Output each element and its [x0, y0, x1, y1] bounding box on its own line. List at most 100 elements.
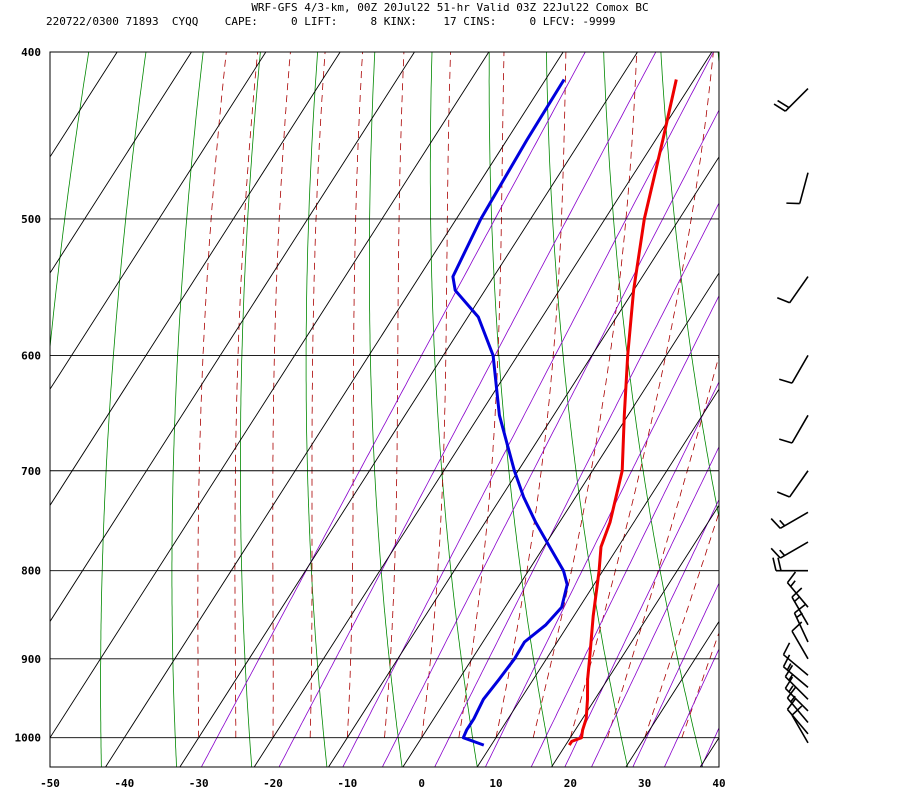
temperature-tick-labels: -50 -40 -30 -20 -10 0 10 20 30 40 [40, 777, 726, 790]
wind-barb-staff [791, 414, 809, 444]
temperature-tick-label: 20 [564, 777, 577, 790]
moist-adiabat-line [681, 631, 719, 738]
temperature-tick-label: -30 [189, 777, 209, 790]
wind-barb-feather [782, 642, 791, 656]
pressure-tick-label: 700 [21, 465, 41, 478]
wind-barb-staff [779, 541, 809, 559]
wind-barb-half-feather [779, 549, 786, 557]
temperature-profile-line [568, 79, 678, 746]
wind-barb-half-feather [788, 685, 794, 693]
wind-barb-feather [791, 705, 803, 716]
wind-barb-staff [786, 697, 809, 724]
wind-barb-staff [786, 582, 809, 608]
wind-barb-staff [782, 654, 809, 676]
isotherm-line [179, 52, 638, 767]
isotherm-line [50, 52, 341, 507]
wind-barb-half-feather [790, 580, 796, 587]
pressure-tick-label: 1000 [15, 732, 42, 745]
wind-barb-staff [793, 612, 809, 643]
wind-barb-staff [784, 87, 809, 112]
wind-barb-feather [770, 518, 781, 529]
dry-adiabat-line [368, 52, 403, 767]
wind-barb-feather [791, 587, 803, 598]
temperature-tick-label: -40 [114, 777, 134, 790]
dry-adiabat-line [429, 52, 478, 767]
mixing-ratio-line [632, 582, 719, 767]
dry-adiabat-line [171, 52, 204, 767]
wind-barb-staff [788, 470, 809, 498]
isotherm-line [551, 504, 719, 767]
moist-adiabat-line [272, 52, 291, 738]
dry-adiabat-line [100, 52, 147, 767]
moist-adiabat-line [644, 511, 719, 738]
pressure-tick-label: 900 [21, 653, 41, 666]
isotherm-line [476, 388, 719, 767]
wind-barb-column [770, 87, 809, 744]
wind-barb-feather [776, 491, 790, 498]
pressure-tick-labels: 400 500 600 700 800 900 1000 [15, 46, 42, 745]
dry-adiabat-line [717, 52, 719, 69]
moist-adiabat-line [756, 52, 900, 738]
mixing-ratio-line [434, 202, 719, 767]
isotherm-line [50, 52, 267, 391]
wind-barb-staff [791, 714, 809, 744]
isotherm-line [105, 52, 564, 767]
chart-grid [50, 52, 719, 767]
dry-adiabat-line [832, 45, 900, 768]
dry-adiabat-line [488, 52, 553, 767]
dry-adiabat-line [660, 52, 719, 520]
temperature-tick-label: -20 [263, 777, 283, 790]
moist-adiabat-line [309, 52, 326, 738]
wind-barb-staff [791, 630, 809, 660]
wind-barb-feather [782, 654, 791, 668]
dry-adiabat-line [239, 52, 261, 767]
dry-adiabat-line [545, 52, 628, 767]
pressure-tick-label: 600 [21, 349, 41, 362]
wind-barb-feather [773, 103, 786, 112]
pressure-tick-label: 800 [21, 565, 41, 578]
wind-barb-feather [777, 99, 790, 109]
wind-barb-half-feather [786, 663, 792, 671]
plot-frame [49, 51, 720, 768]
isotherm-line [50, 52, 192, 274]
wind-barb-half-feather [779, 519, 786, 527]
mixing-ratio-line [485, 294, 719, 767]
isotherm-line [50, 52, 490, 739]
mixing-ratio-line [382, 109, 719, 767]
mixing-ratio-line [591, 498, 719, 767]
chart-header-line-2: 220722/0300 71893 CYQQ CAPE: 0 LIFT: 8 K… [46, 15, 616, 28]
dewpoint-profile-line [451, 78, 569, 747]
wind-barb-staff [782, 666, 809, 688]
temperature-tick-label: -50 [40, 777, 60, 790]
dry-adiabat-line [50, 52, 90, 352]
pressure-tick-label: 500 [21, 213, 41, 226]
wind-barb-staff [788, 276, 809, 304]
wind-barb-feather [786, 698, 797, 710]
temperature-tick-label: 30 [638, 777, 651, 790]
sounding-profiles [451, 78, 678, 747]
moist-adiabat-line [384, 52, 405, 738]
isotherm-line [625, 620, 719, 767]
wind-barb-staff [786, 708, 809, 735]
wind-barb-staff [779, 511, 809, 530]
mixing-ratio-line [342, 52, 714, 767]
mixing-ratio-line [201, 52, 586, 767]
mixing-ratio-line [664, 648, 719, 767]
pressure-tick-label: 400 [21, 46, 41, 59]
wind-barb-feather [779, 378, 793, 384]
wind-barb-staff [791, 596, 809, 626]
chart-header-line-1: WRF-GFS 4/3-km, 00Z 20Jul22 51-hr Valid … [251, 1, 648, 14]
temperature-tick-label: 0 [418, 777, 425, 790]
wind-barb-staff [798, 172, 809, 204]
moist-adiabat-line [346, 52, 363, 738]
wind-barb-feather [786, 686, 797, 699]
wind-barb-feather [777, 557, 782, 571]
mixing-ratio-line [530, 381, 719, 767]
moist-adiabat-line [607, 354, 719, 738]
isotherm-line [328, 156, 719, 767]
dry-adiabat-line [305, 52, 328, 767]
dry-adiabat-line [775, 45, 900, 768]
mixing-ratio-line [278, 52, 657, 767]
moist-adiabat-line [718, 736, 719, 738]
